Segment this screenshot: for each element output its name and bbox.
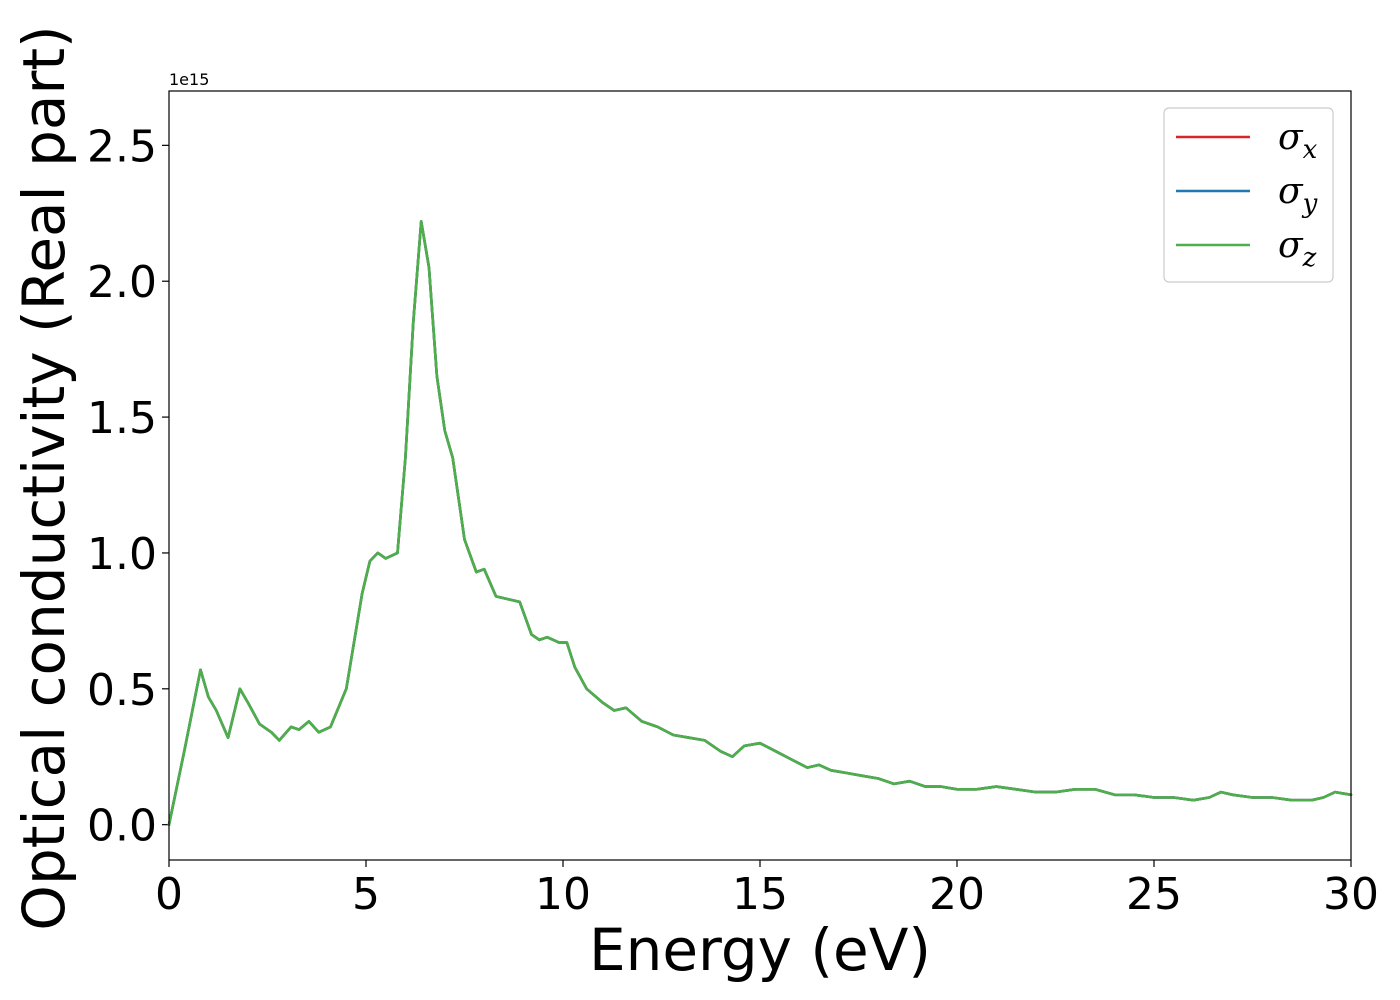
y-tick-label: 1.5: [87, 393, 157, 444]
legend-label-y: σy: [1278, 171, 1318, 219]
x-tick-label: 15: [732, 869, 788, 920]
x-tick-label: 30: [1323, 869, 1379, 920]
series-lines: [167, 220, 1353, 826]
legend-subscript: z: [1302, 243, 1317, 273]
plot-frame: [168, 90, 1352, 861]
legend-subscript: x: [1303, 135, 1318, 165]
x-tick-label: 20: [929, 869, 985, 920]
x-axis-ticks: 0 5 10 15 20 25 30: [155, 860, 1379, 920]
legend-label-x: σx: [1278, 117, 1318, 165]
x-tick-label: 5: [352, 869, 380, 920]
legend-symbol: σ: [1278, 171, 1304, 212]
legend-box: [1163, 107, 1334, 283]
legend-label-z: σz: [1278, 225, 1317, 273]
y-offset-label: 1e15: [169, 70, 209, 89]
x-tick-label: 10: [535, 869, 591, 920]
legend-subscript: y: [1302, 189, 1318, 219]
x-tick-label: 0: [155, 869, 183, 920]
legend-symbol: σ: [1278, 117, 1304, 158]
series-line-z: [167, 220, 1353, 826]
x-tick-label: 25: [1126, 869, 1182, 920]
y-tick-label: 0.5: [87, 665, 157, 716]
y-axis-label: Optical conductivity (Real part): [10, 25, 78, 930]
y-tick-label: 1.0: [87, 529, 157, 580]
y-tick-label: 2.0: [87, 257, 157, 308]
y-axis-ticks: 0.0 0.5 1.0 1.5 2.0 2.5: [87, 121, 169, 852]
x-axis-label: Energy (eV): [589, 916, 931, 984]
y-tick-label: 2.5: [87, 121, 157, 172]
y-tick-label: 0.0: [87, 801, 157, 852]
legend-symbol: σ: [1278, 225, 1304, 266]
